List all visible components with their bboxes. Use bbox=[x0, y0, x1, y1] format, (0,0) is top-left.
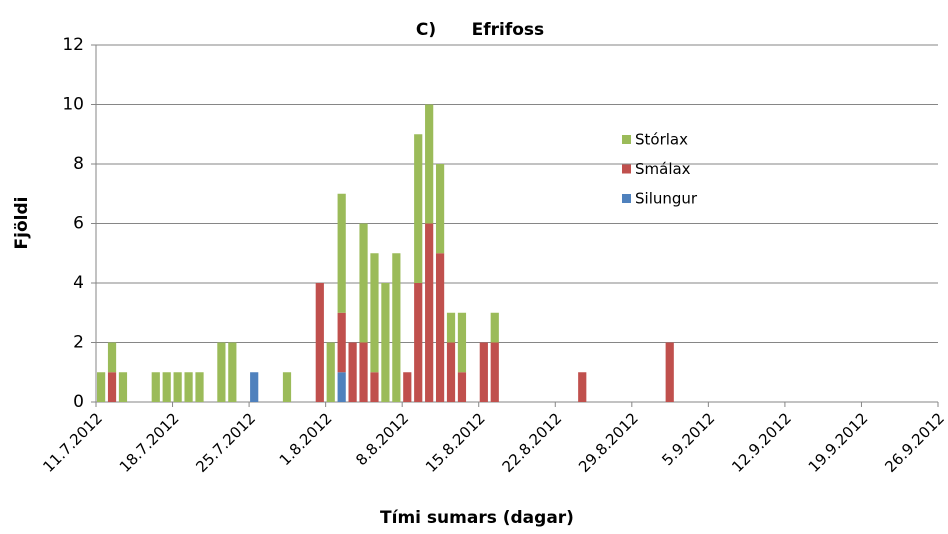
bar-segment bbox=[403, 372, 412, 402]
x-axis-label: Tími sumars (dagar) bbox=[380, 508, 574, 528]
x-tick-label: 18.7.2012 bbox=[116, 409, 183, 476]
bar-segment bbox=[348, 342, 357, 402]
bar-segment bbox=[228, 342, 237, 402]
bar-segment bbox=[446, 312, 456, 343]
bar-segment bbox=[490, 342, 499, 402]
y-tick-label: 10 bbox=[62, 95, 84, 115]
bar-segment bbox=[184, 372, 193, 402]
legend-swatch bbox=[622, 194, 631, 203]
bar-segment bbox=[359, 223, 368, 343]
legend-swatch bbox=[622, 164, 631, 174]
x-tick-label: 26.9.2012 bbox=[881, 409, 948, 476]
bar-segment bbox=[425, 104, 434, 224]
y-tick-label: 8 bbox=[73, 154, 84, 174]
bar-segment bbox=[414, 283, 423, 402]
bar-segment bbox=[337, 193, 346, 313]
bar-segment bbox=[195, 372, 204, 402]
bar-segment bbox=[435, 164, 445, 254]
bar-segment bbox=[315, 283, 324, 402]
bar-segment bbox=[359, 342, 368, 402]
bar-segment bbox=[162, 372, 171, 402]
bar-segment bbox=[337, 312, 346, 373]
x-tick-label: 22.8.2012 bbox=[499, 409, 566, 476]
bar-segment bbox=[282, 372, 292, 402]
bar-segment bbox=[392, 253, 401, 402]
x-tick-label: 8.8.2012 bbox=[352, 409, 412, 469]
bar-segment bbox=[97, 372, 106, 402]
y-tick-label: 6 bbox=[73, 214, 84, 234]
x-tick-label: 25.7.2012 bbox=[192, 409, 259, 476]
bar-segment bbox=[326, 342, 335, 402]
bar-segment bbox=[250, 372, 259, 402]
bar-segment bbox=[446, 342, 456, 402]
bar-segment bbox=[151, 372, 160, 402]
bar-segment bbox=[173, 372, 182, 402]
legend-label: Stórlax bbox=[635, 131, 688, 149]
y-tick-label: 2 bbox=[73, 333, 84, 353]
x-tick-label: 19.9.2012 bbox=[805, 409, 872, 476]
x-tick-label: 29.8.2012 bbox=[575, 409, 642, 476]
x-tick-label: 5.9.2012 bbox=[658, 409, 718, 469]
bar-segment bbox=[337, 372, 346, 402]
chart-title: C) Efrifoss bbox=[416, 20, 544, 40]
x-tick-label: 11.7.2012 bbox=[39, 409, 106, 476]
bar-segment bbox=[425, 223, 434, 402]
bar-segment bbox=[107, 372, 117, 402]
bar-segment bbox=[435, 253, 445, 402]
y-axis-label: Fjöldi bbox=[12, 197, 32, 250]
bar-segment bbox=[370, 372, 379, 402]
bar-segment bbox=[118, 372, 128, 402]
bar-segment bbox=[381, 283, 390, 402]
bar-segment bbox=[107, 342, 117, 373]
bar-segment bbox=[665, 342, 674, 402]
y-tick-label: 4 bbox=[73, 273, 84, 293]
x-tick-label: 12.9.2012 bbox=[728, 409, 795, 476]
bar-segment bbox=[479, 342, 488, 402]
bar-segment bbox=[370, 253, 379, 373]
x-tick-label: 1.8.2012 bbox=[276, 409, 336, 469]
bar-segment bbox=[217, 342, 226, 402]
legend-swatch bbox=[622, 135, 631, 144]
bar-segment bbox=[490, 312, 499, 343]
bar-segment bbox=[414, 134, 423, 283]
bar-segment bbox=[457, 372, 467, 402]
y-tick-label: 0 bbox=[73, 392, 84, 412]
bar-segment bbox=[578, 372, 587, 402]
y-tick-label: 12 bbox=[62, 35, 84, 55]
x-tick-label: 15.8.2012 bbox=[422, 409, 489, 476]
legend-label: Silungur bbox=[635, 190, 698, 208]
bar-segment bbox=[457, 312, 467, 373]
legend-label: Smálax bbox=[635, 160, 691, 178]
